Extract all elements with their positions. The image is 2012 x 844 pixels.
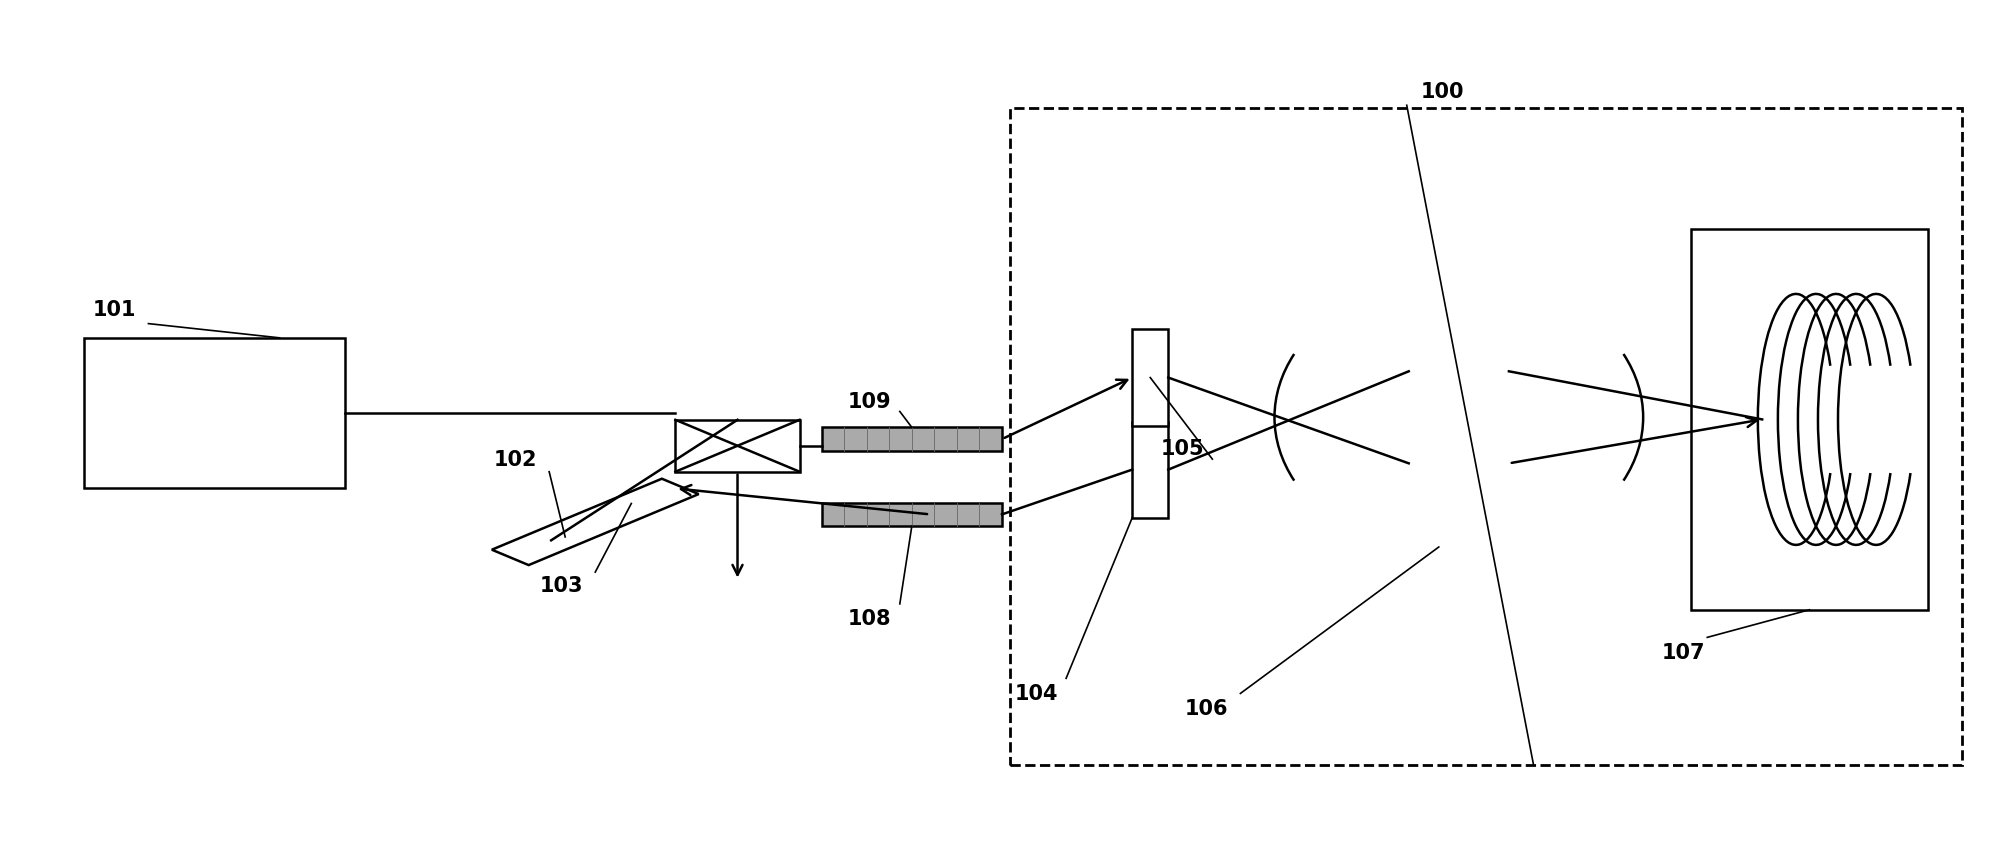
Text: 102: 102 <box>493 450 537 469</box>
Bar <box>821 503 1002 527</box>
Text: 100: 100 <box>1420 82 1465 102</box>
Text: 107: 107 <box>1662 641 1704 662</box>
Polygon shape <box>491 479 698 565</box>
Bar <box>676 420 799 472</box>
Bar <box>1010 109 1962 765</box>
Text: 103: 103 <box>539 575 583 595</box>
Text: 106: 106 <box>1185 698 1227 717</box>
Bar <box>1133 422 1169 518</box>
Bar <box>1692 230 1927 610</box>
Text: 108: 108 <box>847 609 891 629</box>
Text: 104: 104 <box>1014 684 1058 704</box>
Bar <box>85 338 344 489</box>
Text: 101: 101 <box>93 299 137 319</box>
Text: 109: 109 <box>847 391 891 411</box>
Text: 105: 105 <box>1161 439 1203 459</box>
Bar <box>1133 330 1169 426</box>
Bar <box>821 428 1002 452</box>
